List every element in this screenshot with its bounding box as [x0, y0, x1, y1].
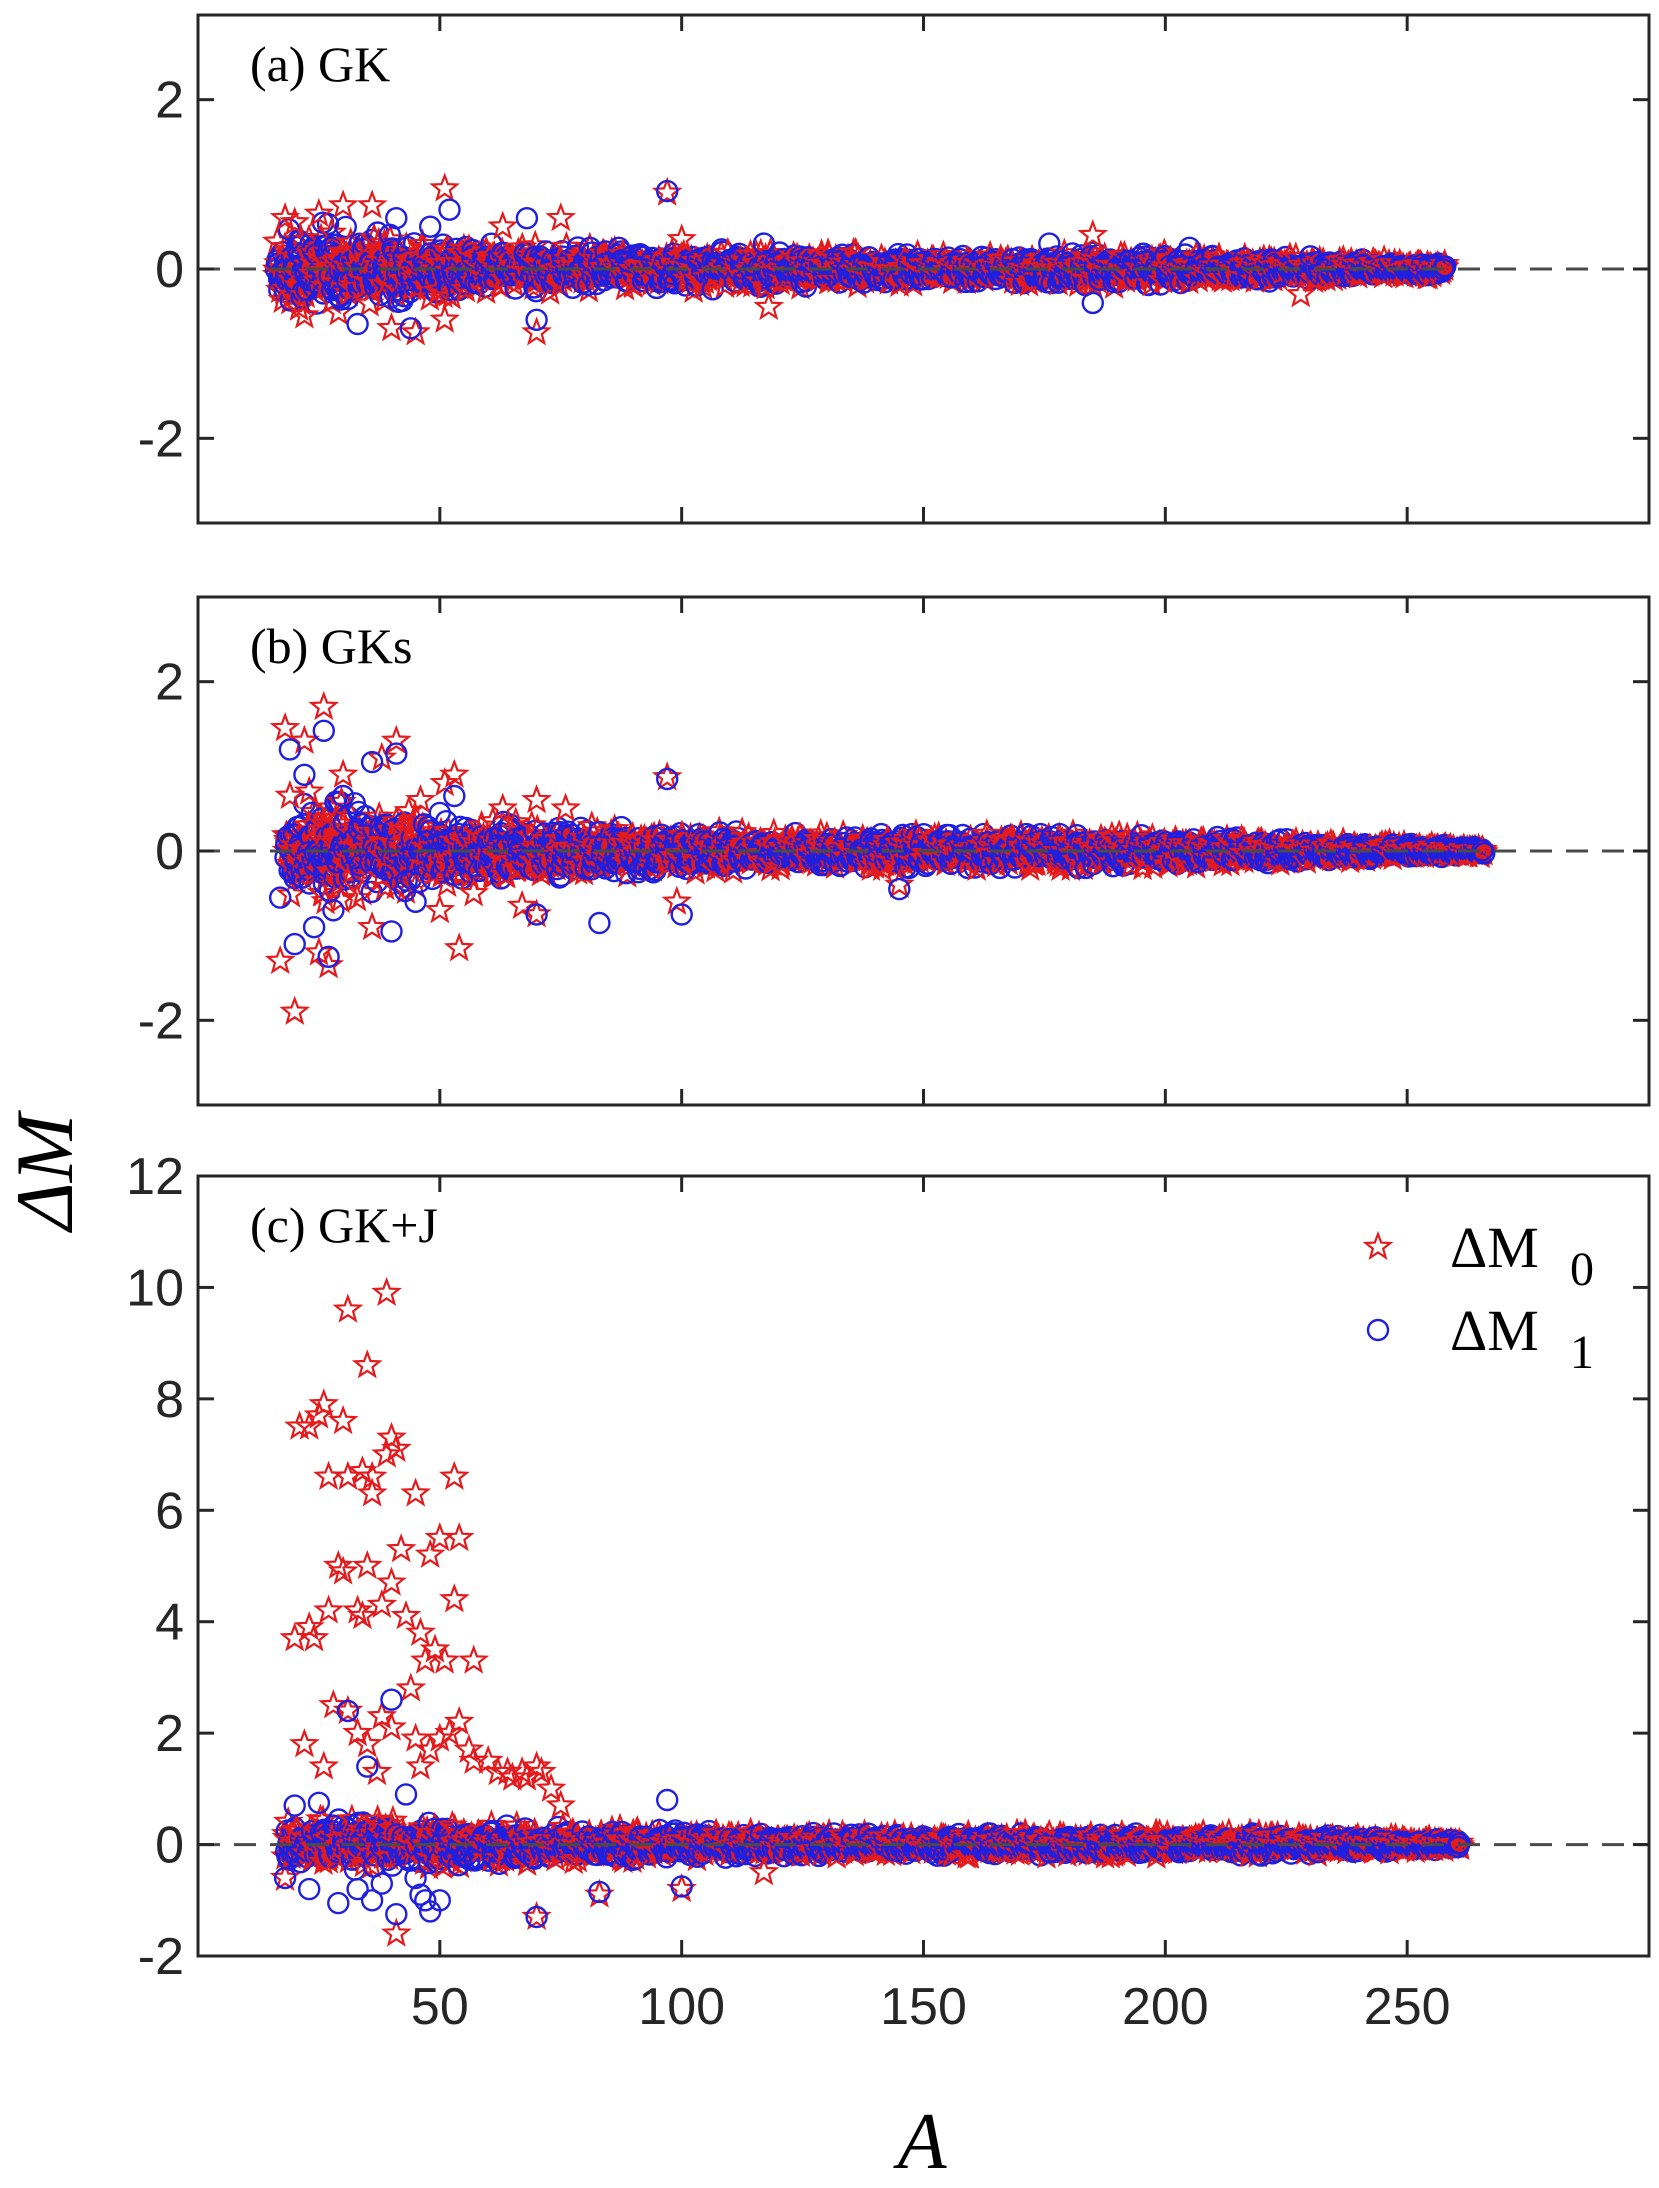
outlier-point-circle	[346, 312, 369, 336]
outlier-point-star	[487, 210, 519, 240]
y-tick-label: 2	[155, 72, 184, 130]
y-tick-label: -2	[138, 410, 184, 468]
panel-a: 2 0 -2 (a) GK	[138, 13, 1651, 525]
outlier-point-circle	[419, 215, 442, 238]
outlier-point-star	[545, 202, 577, 232]
data-point-star	[325, 883, 356, 914]
outlier-point-star	[269, 202, 301, 232]
outlier-point-circle	[1038, 232, 1061, 255]
data-point-star	[341, 882, 373, 912]
data-point-star	[407, 228, 438, 258]
outlier-point-circle	[385, 206, 408, 230]
data-point-circle	[316, 212, 340, 236]
outlier-point-circle	[1081, 291, 1105, 315]
outlier-point-star	[289, 299, 320, 329]
outlier-point-circle	[752, 232, 776, 255]
outlier-point-star	[279, 206, 311, 236]
y-tick-label: 0	[155, 241, 184, 299]
outlier-point-circle	[515, 206, 539, 230]
outlier-point-star	[753, 290, 785, 321]
data-point-star	[314, 791, 346, 821]
plot-area	[264, 691, 1499, 1025]
outlier-point-star	[429, 303, 460, 333]
outlier-point-star	[1285, 278, 1317, 308]
outlier-point-star	[327, 189, 359, 219]
outlier-point-circle	[656, 179, 679, 203]
outlier-point-circle	[1299, 245, 1322, 268]
outlier-point-star	[429, 172, 460, 202]
panel-title: (a) GK	[250, 36, 390, 92]
outlier-point-circle	[438, 198, 461, 221]
outlier-point-star	[521, 316, 552, 346]
outlier-point-star	[1077, 218, 1109, 249]
data-point-circle	[1432, 255, 1456, 278]
outlier-point-circle	[399, 317, 422, 340]
outlier-point-circle	[1178, 236, 1201, 260]
outlier-point-star	[666, 223, 697, 253]
outlier-point-circle	[525, 308, 548, 331]
data-point-circle	[334, 215, 357, 239]
data-point-circle	[1066, 856, 1090, 880]
outlier-point-star	[356, 189, 388, 219]
data-point-star	[310, 885, 341, 915]
outlier-point-star	[303, 197, 335, 228]
panel-b: 20-2(b) GKs	[138, 595, 1651, 1107]
